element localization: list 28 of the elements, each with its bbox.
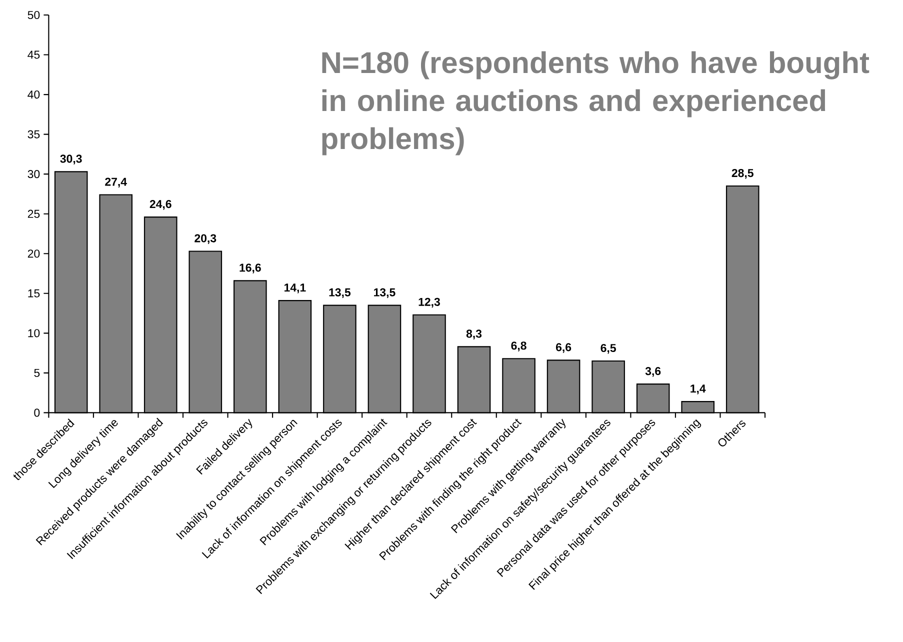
data-label: 6,8 [511,342,526,352]
data-label: 28,5 [732,168,754,179]
data-label: 27,4 [105,178,127,188]
y-tick-label: 25 [28,210,40,218]
y-tick-label: 15 [28,289,40,298]
y-tick-label: 0 [34,408,40,417]
y-tick-label: 30 [28,170,40,178]
y-tick-label: 50 [28,10,40,20]
data-label: 16,6 [240,264,261,274]
y-tick-label: 35 [28,130,40,138]
data-label: 6,6 [556,343,572,353]
data-label: 13,5 [329,288,351,298]
y-tick-label: 45 [28,50,40,59]
data-label: 12,3 [418,298,440,308]
data-label: 8,3 [466,330,482,340]
data-label: 3,6 [645,367,661,377]
data-label: 24,6 [150,200,172,210]
y-tick-label: 10 [28,329,40,338]
y-tick-label: 40 [28,90,40,99]
y-tick-label: 20 [28,250,40,258]
y-tick-label: 5 [34,368,40,377]
data-label: 13,5 [374,288,396,298]
data-label: 1,4 [690,384,706,394]
data-label: 14,1 [284,284,306,294]
data-label: 30,3 [60,154,82,164]
text: N=180 (respondents who have bought in online auctions and experienced problems) [322,51,870,156]
data-label: 6,5 [600,344,616,354]
data-label: 20,3 [194,234,216,244]
